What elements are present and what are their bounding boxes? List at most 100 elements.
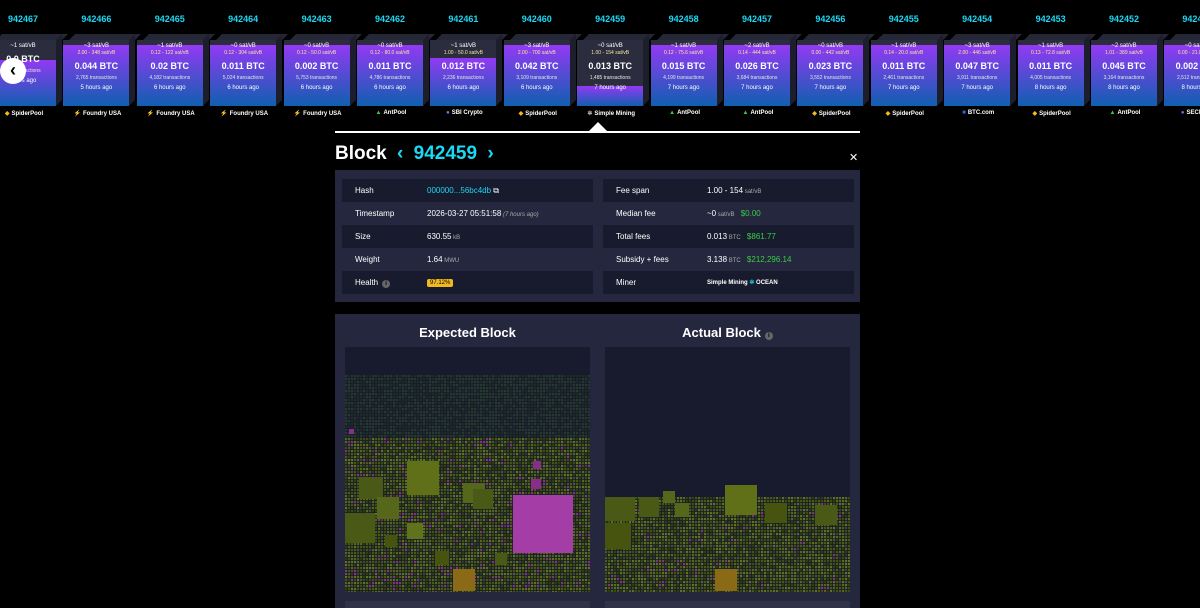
transaction-cell[interactable] (573, 489, 576, 492)
transaction-cell[interactable] (507, 525, 510, 528)
transaction-cell[interactable] (495, 456, 498, 459)
transaction-cell[interactable] (555, 396, 558, 399)
transaction-cell[interactable] (567, 405, 570, 408)
transaction-cell[interactable] (357, 462, 360, 465)
transaction-cell[interactable] (381, 423, 384, 426)
transaction-cell[interactable] (582, 510, 585, 513)
transaction-cell[interactable] (345, 486, 348, 489)
transaction-cell[interactable] (543, 405, 546, 408)
transaction-cell[interactable] (420, 384, 423, 387)
transaction-cell[interactable] (483, 426, 486, 429)
transaction-cell[interactable] (504, 408, 507, 411)
transaction-cell[interactable] (375, 447, 378, 450)
transaction-cell[interactable] (429, 390, 432, 393)
transaction-cell[interactable] (405, 480, 408, 483)
transaction-cell[interactable] (573, 519, 576, 522)
transaction-cell[interactable] (405, 408, 408, 411)
transaction-cell[interactable] (498, 495, 501, 498)
transaction-cell[interactable] (465, 405, 468, 408)
transaction-cell[interactable] (471, 477, 474, 480)
transaction-cell[interactable] (348, 498, 351, 501)
transaction-cell[interactable] (444, 486, 447, 489)
transaction-cell[interactable] (366, 411, 369, 414)
transaction-cell[interactable] (474, 396, 477, 399)
transaction-cell[interactable] (435, 396, 438, 399)
copy-icon[interactable]: ⧉ (491, 186, 499, 195)
transaction-cell[interactable] (537, 492, 540, 495)
transaction-cell[interactable] (420, 387, 423, 390)
transaction-cell[interactable] (405, 414, 408, 417)
transaction-cell[interactable] (372, 426, 375, 429)
transaction-cell[interactable] (390, 480, 393, 483)
transaction-cell[interactable] (381, 522, 384, 525)
transaction-cell[interactable] (579, 456, 582, 459)
transaction-cell[interactable] (459, 474, 462, 477)
transaction-cell[interactable] (474, 447, 477, 450)
transaction-cell[interactable] (468, 402, 471, 405)
transaction-cell[interactable] (447, 390, 450, 393)
transaction-cell[interactable] (510, 432, 513, 435)
transaction-cell[interactable] (579, 480, 582, 483)
transaction-cell[interactable] (393, 420, 396, 423)
transaction-cell[interactable] (399, 498, 402, 501)
transaction-cell[interactable] (423, 390, 426, 393)
transaction-cell[interactable] (513, 489, 516, 492)
transaction-cell[interactable] (432, 522, 435, 525)
transaction-cell[interactable] (375, 534, 378, 537)
block-942452[interactable]: 942452 ~2 sat/vB 1.01 - 389 sat/vB 0.045 BT… (1091, 14, 1169, 120)
transaction-cell[interactable] (504, 453, 507, 456)
transaction-cell[interactable] (456, 453, 459, 456)
transaction-cell[interactable] (516, 420, 519, 423)
transaction-cell[interactable] (486, 420, 489, 423)
transaction-cell[interactable] (396, 480, 399, 483)
transaction-cell[interactable] (552, 486, 555, 489)
transaction-cell[interactable] (579, 471, 582, 474)
transaction-cell[interactable] (573, 516, 576, 519)
transaction-cell[interactable] (372, 462, 375, 465)
transaction-cell[interactable] (489, 414, 492, 417)
transaction-cell[interactable] (495, 534, 498, 537)
transaction-cell[interactable] (369, 411, 372, 414)
transaction-cell[interactable] (480, 384, 483, 387)
block-pool[interactable]: ✲ Simple Mining (569, 110, 653, 117)
block-height-link[interactable]: 942460 (521, 14, 552, 24)
transaction-cell[interactable] (492, 411, 495, 414)
transaction-cell[interactable] (438, 492, 441, 495)
transaction-cell[interactable] (375, 435, 378, 438)
transaction-cell[interactable] (432, 528, 435, 531)
transaction-cell[interactable] (387, 474, 390, 477)
transaction-cell[interactable] (453, 516, 456, 519)
transaction-cell[interactable] (387, 429, 390, 432)
transaction-cell[interactable] (345, 426, 348, 429)
transaction-cell[interactable] (438, 390, 441, 393)
transaction-cell[interactable] (579, 399, 582, 402)
transaction-cell[interactable] (456, 411, 459, 414)
transaction-cell[interactable] (522, 375, 525, 378)
transaction-cell[interactable] (510, 528, 513, 531)
transaction-cell[interactable] (423, 495, 426, 498)
transaction-cell[interactable] (363, 462, 366, 465)
transaction-cell[interactable] (477, 420, 480, 423)
transaction-cell[interactable] (576, 375, 579, 378)
transaction-cell[interactable] (447, 486, 450, 489)
transaction-cell[interactable] (483, 414, 486, 417)
transaction-cell[interactable] (570, 402, 573, 405)
transaction-cell[interactable] (540, 489, 543, 492)
transaction-cell[interactable] (438, 393, 441, 396)
transaction-cell[interactable] (384, 402, 387, 405)
transaction-cell[interactable] (426, 456, 429, 459)
transaction-cell[interactable] (501, 432, 504, 435)
transaction-cell[interactable] (417, 408, 420, 411)
transaction-cell[interactable] (564, 441, 567, 444)
transaction-cell[interactable] (360, 432, 363, 435)
block-942464[interactable]: 942464 ~0 sat/vB 0.12 - 304 sat/vB 0.011 BT… (210, 14, 289, 120)
transaction-cell[interactable] (402, 396, 405, 399)
transaction-cell[interactable] (399, 519, 402, 522)
transaction-cell[interactable] (378, 534, 381, 537)
transaction-cell[interactable] (441, 501, 444, 504)
transaction-cell[interactable] (486, 468, 489, 471)
transaction-cell[interactable] (417, 393, 420, 396)
transaction-cell[interactable] (534, 393, 537, 396)
transaction-cell[interactable] (423, 426, 426, 429)
transaction-cell[interactable] (372, 387, 375, 390)
